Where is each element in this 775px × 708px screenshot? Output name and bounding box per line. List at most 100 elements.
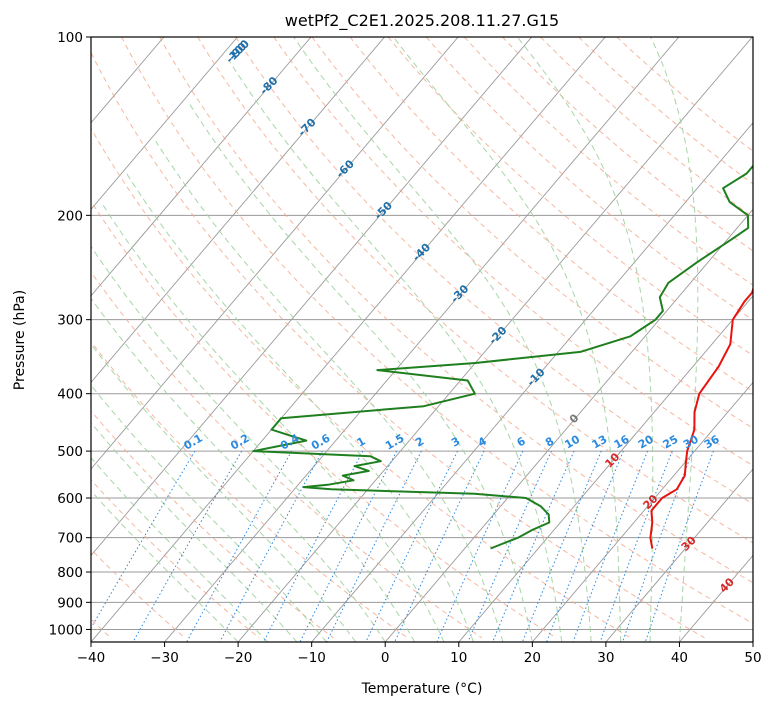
- mixing-ratio-line: [91, 450, 196, 629]
- isotherm-line: [91, 37, 459, 470]
- moist-adiabat: [189, 104, 533, 642]
- dry-adiabat: [91, 340, 408, 639]
- isotherm-line: [91, 37, 533, 557]
- moist-adiabat: [229, 61, 563, 642]
- x-tick-label: −10: [297, 650, 326, 666]
- dry-adiabat: [91, 200, 557, 639]
- dry-adiabat: [387, 37, 753, 357]
- moist-adiabat: [155, 141, 504, 642]
- mixing-ratio-label: 0.6: [309, 431, 333, 452]
- mixing-ratio-label: 0.4: [278, 431, 302, 452]
- x-tick-label: 40: [671, 650, 688, 666]
- moist-adiabat: [91, 490, 239, 642]
- isotherm-label: -60: [334, 157, 357, 180]
- moist-adiabat: [91, 384, 327, 642]
- moist-adiabat: [293, 37, 592, 642]
- x-tick-label: 50: [744, 650, 761, 666]
- mixing-ratio-line: [394, 450, 485, 642]
- mixing-ratio-line: [263, 450, 364, 642]
- dry-adiabat: [540, 37, 753, 218]
- dewpoint-profile: [252, 164, 753, 550]
- mixing-ratio-line: [572, 450, 649, 642]
- mixing-ratio-label: 2: [413, 435, 426, 450]
- moist-adiabat: [517, 37, 654, 642]
- isotherm-line: [91, 37, 606, 642]
- moist-adiabat: [100, 201, 445, 642]
- y-tick-label: 900: [57, 595, 83, 611]
- moist-adiabat: [650, 37, 699, 642]
- mixing-ratio-label: 4: [476, 434, 489, 449]
- dry-adiabat: [273, 37, 753, 467]
- isotherm-label: -80: [257, 74, 280, 97]
- isotherm-line: [91, 37, 312, 297]
- dry-adiabat: [311, 37, 753, 429]
- y-tick-label: 700: [57, 531, 83, 547]
- mixing-ratio-label: 1.5: [383, 432, 406, 453]
- dry-adiabat: [578, 37, 753, 185]
- dry-adiabat: [425, 37, 753, 321]
- dry-adiabat: [197, 37, 753, 544]
- mixing-ratio-label: 10: [562, 432, 582, 451]
- moist-adiabat: [393, 37, 622, 642]
- dry-adiabat: [91, 410, 334, 639]
- moist-adiabat: [91, 245, 416, 642]
- mixing-ratio-label: 36: [702, 432, 722, 451]
- y-tick-label: 200: [57, 208, 83, 224]
- temperature-profile: [649, 285, 753, 549]
- mixing-ratio-label: 16: [612, 432, 632, 451]
- moist-adiabat: [91, 297, 386, 642]
- isotherm-line: [605, 468, 753, 642]
- dry-adiabat: [91, 271, 483, 639]
- dry-adiabat: [616, 37, 753, 152]
- dry-adiabat: [91, 51, 705, 639]
- x-tick-label: 10: [450, 650, 467, 666]
- mixing-ratio-label: 25: [661, 433, 681, 452]
- y-tick-label: 1000: [49, 622, 83, 638]
- mixing-ratio-label: 3: [449, 435, 462, 450]
- dry-adiabat: [91, 127, 631, 639]
- moist-adiabat: [91, 457, 268, 642]
- dry-adiabat: [502, 37, 753, 252]
- x-tick-label: 30: [597, 650, 614, 666]
- mixing-ratio-line: [622, 450, 694, 642]
- isotherm-line: [384, 208, 753, 642]
- mixing-ratio-line: [365, 450, 458, 642]
- y-tick-label: 300: [57, 313, 83, 329]
- isotherm-label: -30: [448, 282, 471, 305]
- mixing-ratio-label: 6: [515, 434, 528, 449]
- dry-adiabat: [121, 37, 753, 625]
- x-axis-label: Temperature (°C): [361, 681, 483, 697]
- chart-title: wetPf2_C2E1.2025.208.11.27.G15: [285, 11, 559, 31]
- dry-adiabat: [464, 37, 753, 286]
- isotherm-line: [531, 381, 753, 642]
- isotherm-label: -40: [410, 240, 433, 263]
- moist-adiabat: [126, 173, 474, 642]
- x-tick-label: 20: [524, 650, 541, 666]
- y-tick-label: 400: [57, 387, 83, 403]
- mixing-ratio-line: [644, 450, 714, 642]
- dry-adiabat: [159, 37, 753, 584]
- mixing-ratio-label: 1: [355, 435, 368, 450]
- isotherm-line: [164, 37, 680, 642]
- isotherm-line: [679, 554, 753, 642]
- mixing-ratio-line: [299, 450, 398, 642]
- plot-frame: [90, 36, 754, 643]
- x-tick-label: −20: [224, 650, 253, 666]
- mixing-ratio-line: [492, 450, 575, 642]
- x-tick-label: −40: [77, 650, 106, 666]
- dry-adiabat: [91, 479, 260, 639]
- mixing-ratio-line: [599, 450, 673, 642]
- y-tick-label: 600: [57, 491, 83, 507]
- isotherm-line: [458, 295, 753, 642]
- mixing-ratio-line: [546, 450, 624, 642]
- moist-adiabat: [91, 343, 357, 642]
- mixing-ratio-label: 30: [681, 432, 701, 451]
- mixing-ratio-line: [467, 450, 552, 642]
- mixing-ratio-label: 8: [543, 435, 556, 450]
- y-tick-label: 100: [57, 30, 83, 46]
- mixing-ratio-line: [219, 450, 323, 642]
- mixing-ratio-line: [132, 450, 243, 642]
- isotherm-label: -70: [295, 116, 318, 139]
- mixing-ratio-label: 0.2: [228, 432, 251, 453]
